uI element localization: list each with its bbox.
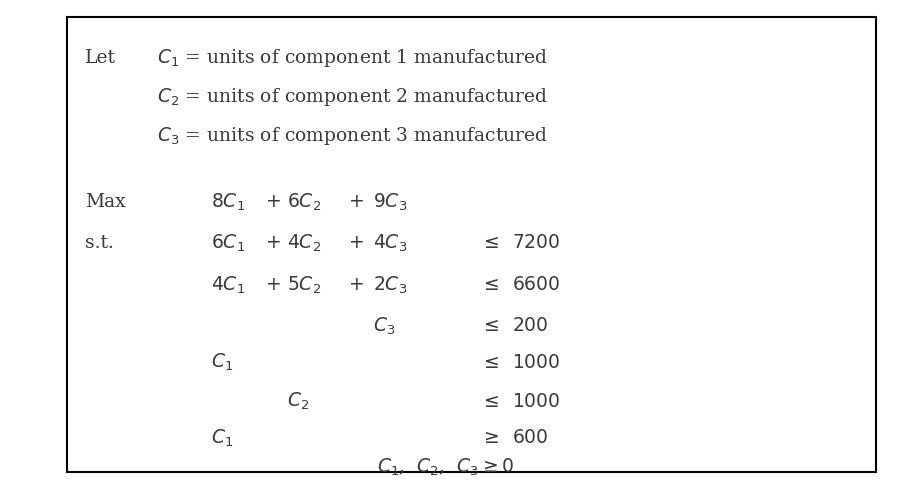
Text: $6C_2$: $6C_2$: [287, 191, 321, 213]
Text: $\leq$: $\leq$: [480, 318, 500, 335]
Text: $+$: $+$: [265, 235, 281, 252]
Text: $2C_3$: $2C_3$: [373, 274, 407, 296]
Text: $4C_3$: $4C_3$: [373, 233, 407, 254]
FancyBboxPatch shape: [67, 17, 876, 472]
Text: $4C_1$: $4C_1$: [211, 274, 245, 296]
Text: $\leq$: $\leq$: [480, 235, 500, 252]
Text: $\leq$: $\leq$: [480, 354, 500, 372]
Text: $\leq$: $\leq$: [480, 276, 500, 294]
Text: $+$: $+$: [348, 235, 365, 252]
Text: $\geq$: $\geq$: [480, 430, 500, 447]
Text: $+$: $+$: [265, 193, 281, 211]
Text: s.t.: s.t.: [85, 235, 114, 252]
Text: $+$: $+$: [348, 276, 365, 294]
Text: $C_1$: $C_1$: [211, 428, 233, 449]
Text: $C_3$: $C_3$: [373, 316, 395, 337]
Text: $\leq$: $\leq$: [480, 393, 500, 411]
Text: $C_2$ = units of component 2 manufactured: $C_2$ = units of component 2 manufacture…: [157, 86, 549, 109]
Text: $1000$: $1000$: [512, 393, 560, 411]
Text: $200$: $200$: [512, 318, 549, 335]
Text: $C_3$ = units of component 3 manufactured: $C_3$ = units of component 3 manufacture…: [157, 125, 549, 148]
Text: $4C_2$: $4C_2$: [287, 233, 321, 254]
Text: $9C_3$: $9C_3$: [373, 191, 407, 213]
Text: $5C_2$: $5C_2$: [287, 274, 321, 296]
Text: $C_2$: $C_2$: [287, 391, 310, 412]
Text: $+$: $+$: [265, 276, 281, 294]
Text: Let: Let: [85, 50, 117, 67]
Text: $C_1$,  $C_2$,  $C_3 \geq 0$: $C_1$, $C_2$, $C_3 \geq 0$: [377, 457, 515, 478]
Text: $1000$: $1000$: [512, 354, 560, 372]
Text: $600$: $600$: [512, 430, 549, 447]
Text: Max: Max: [85, 193, 126, 211]
Text: $8C_1$: $8C_1$: [211, 191, 245, 213]
Text: $6C_1$: $6C_1$: [211, 233, 245, 254]
Text: $7200$: $7200$: [512, 235, 560, 252]
Text: $6600$: $6600$: [512, 276, 560, 294]
Text: $C_1$: $C_1$: [211, 352, 233, 374]
Text: $+$: $+$: [348, 193, 365, 211]
Text: $C_1$ = units of component 1 manufactured: $C_1$ = units of component 1 manufacture…: [157, 47, 549, 70]
